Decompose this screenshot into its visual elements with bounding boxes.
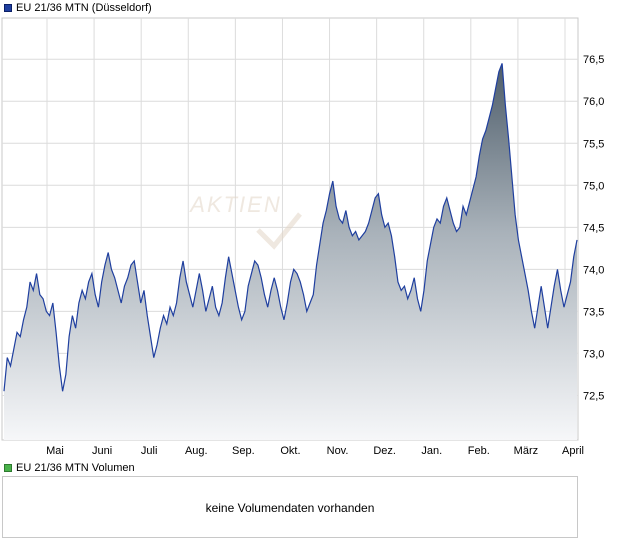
volume-panel: keine Volumendaten vorhanden — [2, 476, 578, 538]
volume-legend: EU 21/36 MTN Volumen — [4, 462, 135, 474]
price-chart: AKTIEN 72,573,073,574,074,575,075,576,07… — [1, 17, 604, 457]
x-tick-label: Feb. — [468, 445, 490, 457]
x-axis-labels: Mai Juni Juli Aug. Sep. Okt. Nov. Dez. Jan. Feb. M… — [46, 445, 584, 457]
y-tick-label: 72,5 — [583, 390, 604, 402]
price-area — [4, 63, 577, 440]
x-tick-label: Sep. — [232, 445, 255, 457]
x-tick-label: April — [562, 445, 584, 457]
x-tick-label: Juni — [92, 445, 112, 457]
x-tick-label: Juli — [141, 445, 158, 457]
y-axis-labels: 72,5 73,0 73,5 74,0 74,5 75,0 75,5 76,0 76,5 — [583, 54, 604, 402]
y-tick-label: 75,5 — [583, 138, 604, 150]
x-tick-label: März — [514, 445, 538, 457]
volume-legend-swatch — [4, 464, 12, 472]
y-tick-label: 75,0 — [583, 180, 604, 192]
y-tick-label: 74,0 — [583, 264, 604, 276]
y-tick-label: 74,5 — [583, 222, 604, 234]
x-tick-label: Nov. — [327, 445, 349, 457]
y-tick-label: 76,5 — [583, 54, 604, 66]
x-tick-label: Aug. — [185, 445, 208, 457]
y-tick-label: 73,0 — [583, 348, 604, 360]
price-legend-swatch — [4, 4, 12, 12]
x-tick-label: Jan. — [421, 445, 442, 457]
x-tick-label: Okt. — [280, 445, 300, 457]
y-tick-label: 76,0 — [583, 96, 604, 108]
y-tick-label: 73,5 — [583, 306, 604, 318]
price-legend-label: EU 21/36 MTN (Düsseldorf) — [16, 2, 152, 14]
x-tick-label: Dez. — [373, 445, 396, 457]
watermark-logo: AKTIEN — [188, 192, 302, 250]
volume-legend-label: EU 21/36 MTN Volumen — [16, 462, 135, 474]
watermark-text: AKTIEN — [188, 192, 281, 217]
volume-empty-message: keine Volumendaten vorhanden — [205, 501, 375, 515]
x-tick-label: Mai — [46, 445, 64, 457]
price-line — [3, 63, 578, 392]
watermark-check-icon — [256, 212, 302, 250]
price-legend: EU 21/36 MTN (Düsseldorf) — [4, 2, 152, 14]
